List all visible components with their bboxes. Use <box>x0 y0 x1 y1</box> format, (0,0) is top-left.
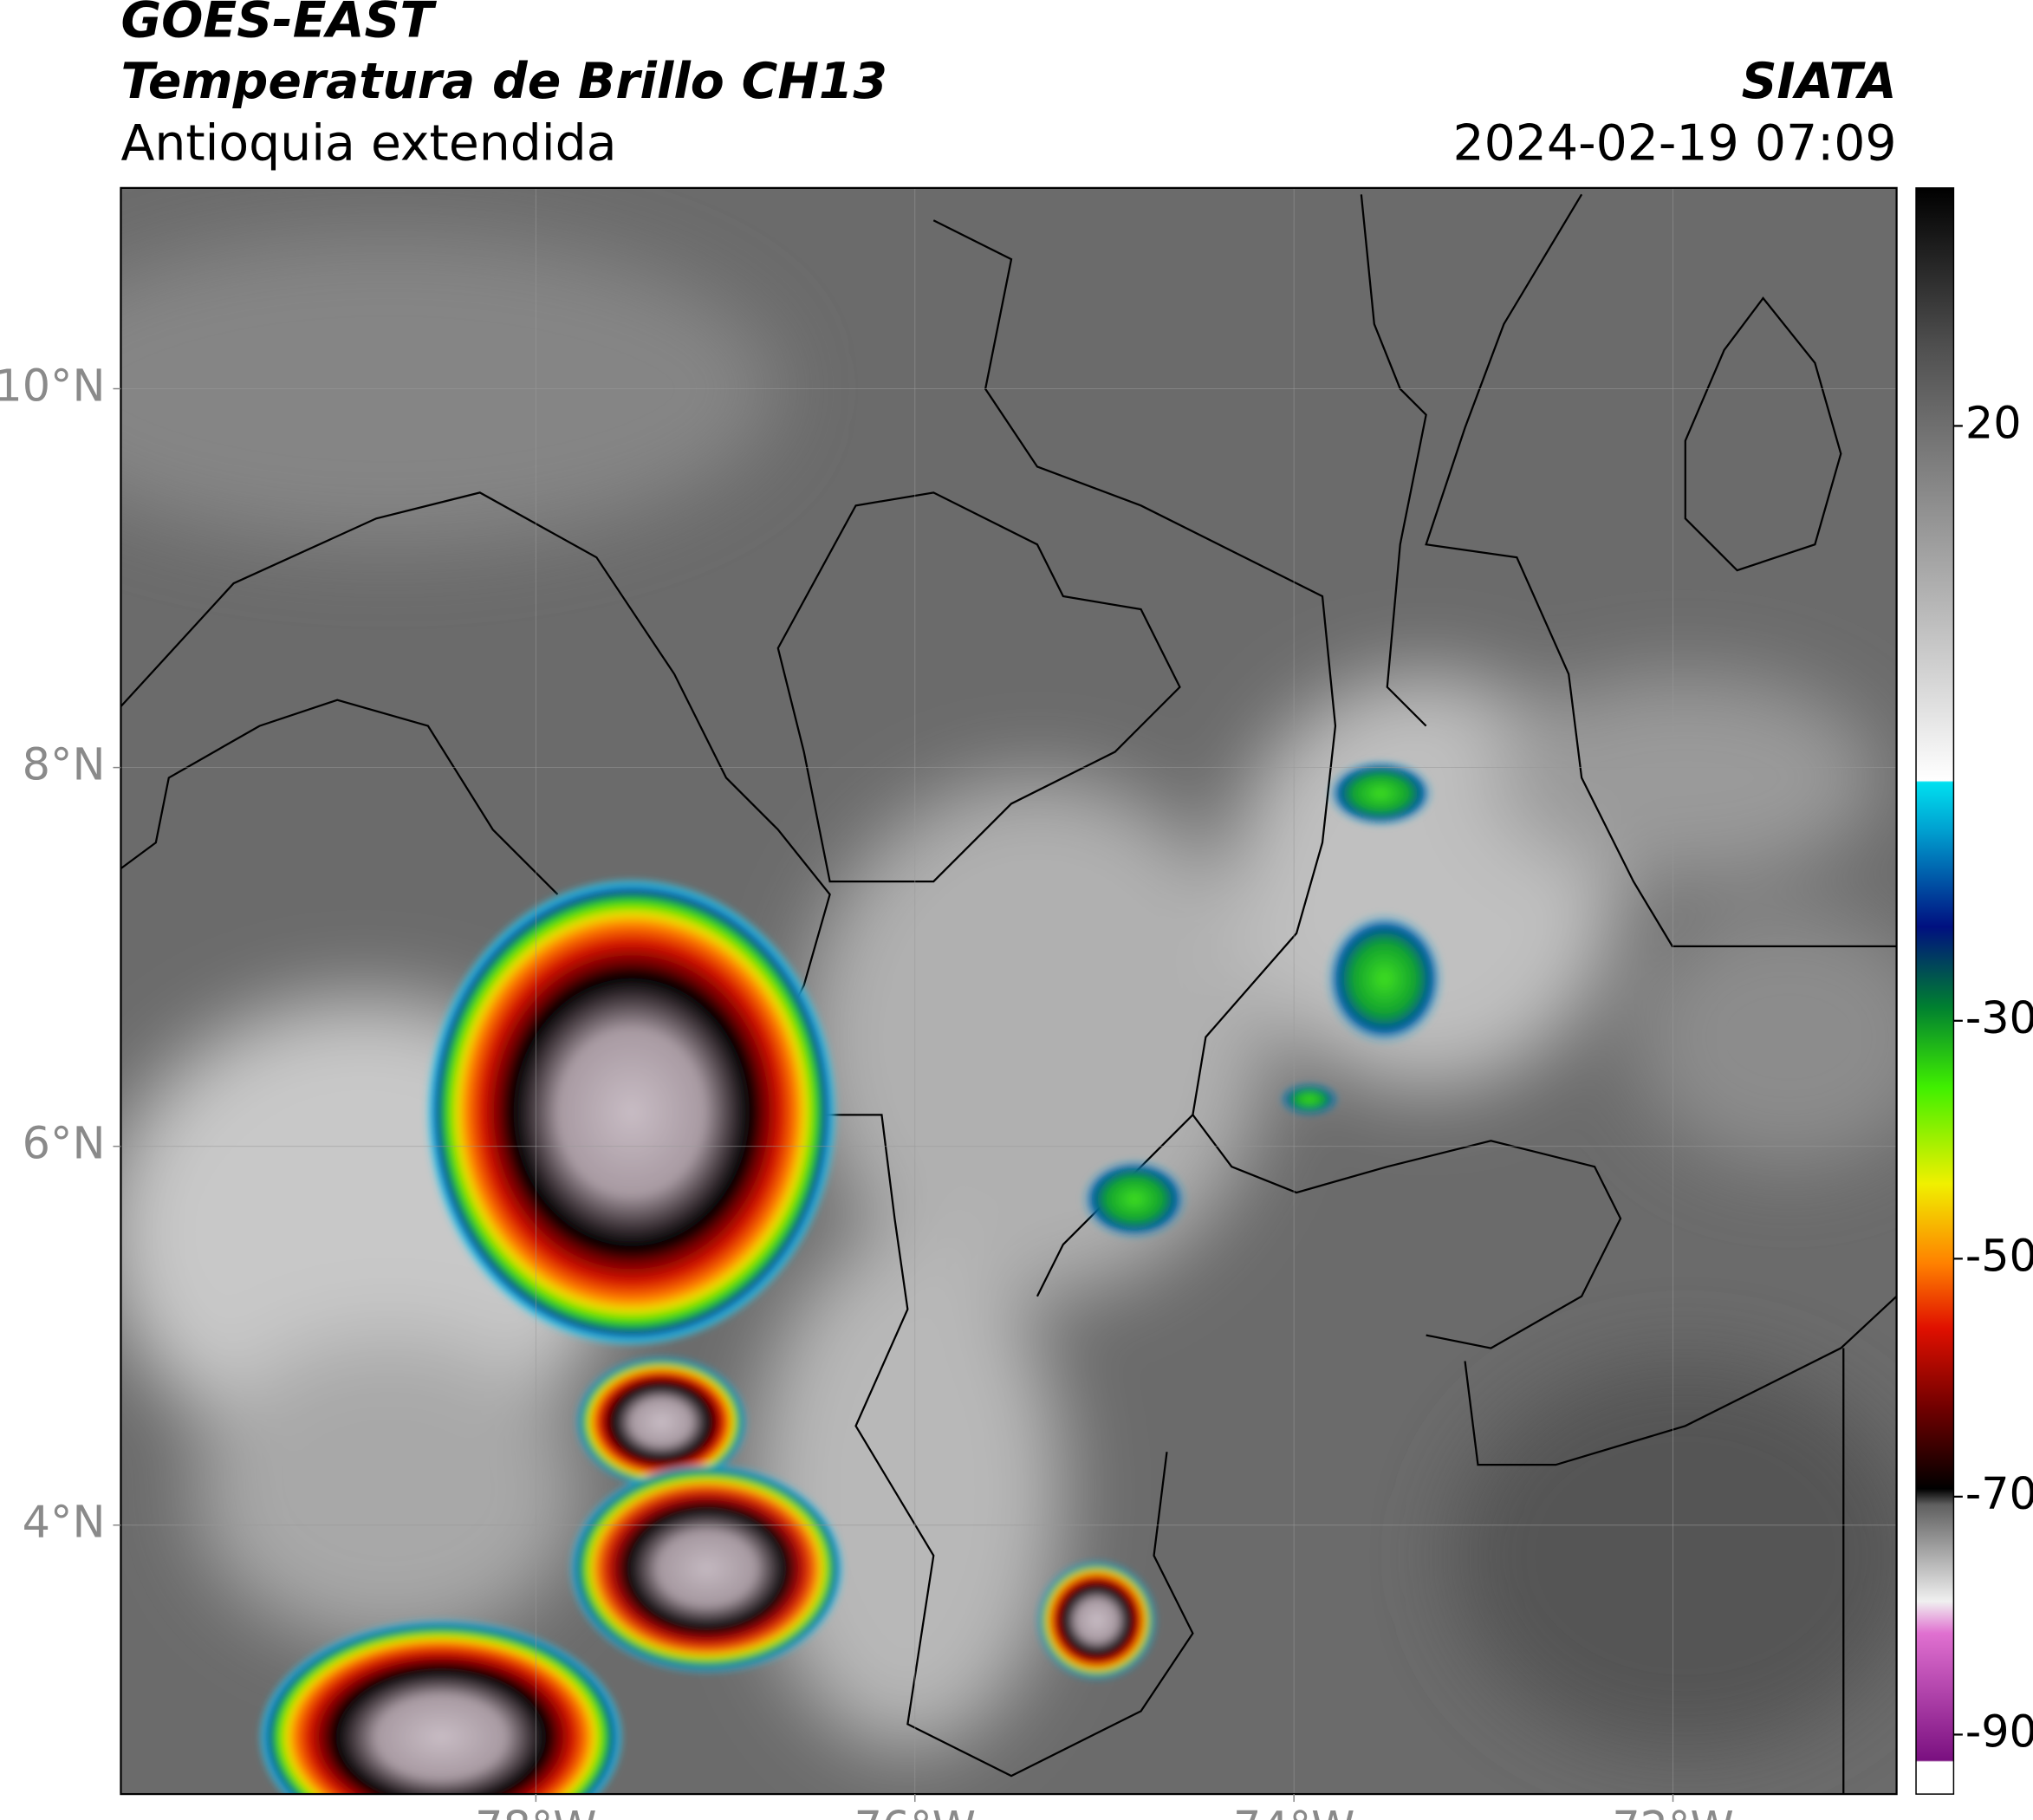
colorbar-tick-label: -70 <box>1965 1468 2033 1519</box>
colorbar-tick-label: -30 <box>1965 992 2033 1043</box>
x-tick-label: 76°W <box>854 1802 976 1820</box>
product-title: Temperatura de Brillo CH13 <box>120 53 887 110</box>
x-tick-label: 74°W <box>1233 1802 1354 1820</box>
region-label: Antioquia extendida <box>120 115 616 172</box>
x-tick-label: 72°W <box>1612 1802 1733 1820</box>
colorbar-tick-label: 20 <box>1965 397 2022 448</box>
source-label: SIATA <box>1742 53 1897 110</box>
colorbar-tick-label: -90 <box>1965 1706 2033 1757</box>
colorbar <box>1915 187 1955 1795</box>
y-tick-label: 6°N <box>23 1118 106 1169</box>
satellite-title: GOES-EAST <box>120 0 437 49</box>
map-frame <box>120 186 1898 1796</box>
datetime-label: 2024-02-19 07:09 <box>1453 115 1897 172</box>
y-tick-label: 8°N <box>23 739 106 790</box>
y-tick-label: 10°N <box>0 361 106 412</box>
x-tick-label: 78°W <box>475 1802 596 1820</box>
satellite-image <box>120 187 1897 1795</box>
y-tick-label: 4°N <box>23 1497 106 1548</box>
colorbar-tick-label: -50 <box>1965 1230 2033 1281</box>
